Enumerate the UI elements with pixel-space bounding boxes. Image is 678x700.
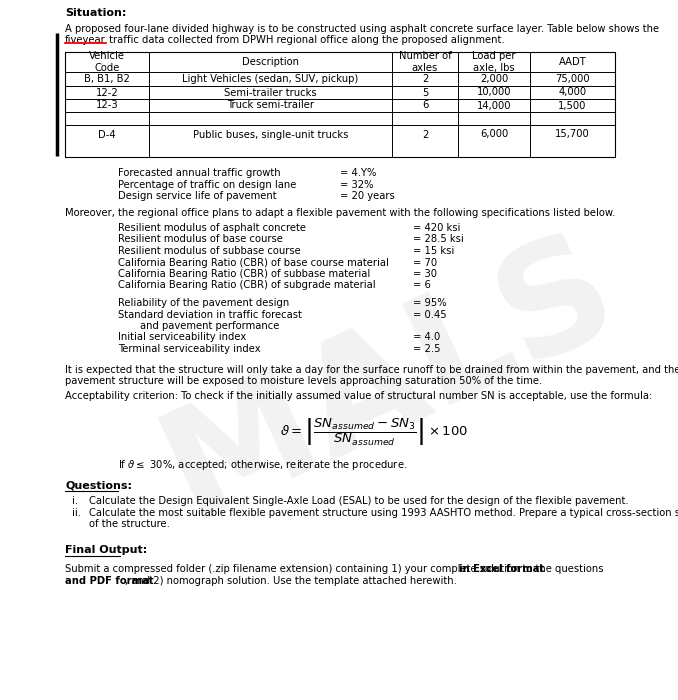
Text: fiveyear: fiveyear bbox=[65, 35, 106, 45]
Text: Initial serviceability index: Initial serviceability index bbox=[118, 332, 246, 342]
Text: Description: Description bbox=[242, 57, 299, 67]
Text: = 95%: = 95% bbox=[413, 298, 447, 308]
Text: Percentage of traffic on design lane: Percentage of traffic on design lane bbox=[118, 179, 296, 190]
Text: Number of
axles: Number of axles bbox=[399, 51, 452, 74]
Text: 2: 2 bbox=[422, 74, 428, 84]
Text: i.: i. bbox=[72, 496, 78, 506]
Text: = 32%: = 32% bbox=[340, 179, 374, 190]
Text: = 28.5 ksi: = 28.5 ksi bbox=[413, 234, 464, 244]
Text: = 0.45: = 0.45 bbox=[413, 309, 447, 319]
Text: traffic data collected from DPWH regional office along the proposed alignment.: traffic data collected from DPWH regiona… bbox=[106, 35, 504, 45]
Text: = 6: = 6 bbox=[413, 281, 431, 290]
Text: 75,000: 75,000 bbox=[555, 74, 590, 84]
Text: and pavement performance: and pavement performance bbox=[140, 321, 279, 331]
Text: pavement structure will be exposed to moisture levels approaching saturation 50%: pavement structure will be exposed to mo… bbox=[65, 377, 542, 386]
Text: = 30: = 30 bbox=[413, 269, 437, 279]
Text: If $\vartheta \leq$ 30%, accepted; otherwise, reiterate the procedure.: If $\vartheta \leq$ 30%, accepted; other… bbox=[118, 458, 407, 472]
Text: Public buses, single-unit trucks: Public buses, single-unit trucks bbox=[193, 130, 348, 139]
Text: = 4.Y%: = 4.Y% bbox=[340, 168, 376, 178]
Text: , and 2) nomograph solution. Use the template attached herewith.: , and 2) nomograph solution. Use the tem… bbox=[125, 575, 457, 585]
Text: 12-3: 12-3 bbox=[96, 101, 119, 111]
Text: AADT: AADT bbox=[559, 57, 586, 67]
Text: 15,700: 15,700 bbox=[555, 130, 590, 139]
Bar bbox=[65, 52, 615, 157]
Text: Questions:: Questions: bbox=[65, 480, 132, 490]
Text: 2: 2 bbox=[422, 130, 428, 139]
Text: and PDF format: and PDF format bbox=[65, 575, 154, 585]
Text: = 4.0: = 4.0 bbox=[413, 332, 440, 342]
Text: California Bearing Ratio (CBR) of subbase material: California Bearing Ratio (CBR) of subbas… bbox=[118, 269, 370, 279]
Text: = 70: = 70 bbox=[413, 258, 437, 267]
Text: MALS: MALS bbox=[142, 211, 638, 548]
Text: 14,000: 14,000 bbox=[477, 101, 511, 111]
Text: ii.: ii. bbox=[72, 508, 81, 517]
Text: = 2.5: = 2.5 bbox=[413, 344, 441, 354]
Text: 2,000: 2,000 bbox=[480, 74, 508, 84]
Text: Final Output:: Final Output: bbox=[65, 545, 147, 555]
Text: 10,000: 10,000 bbox=[477, 88, 511, 97]
Text: Acceptability criterion: To check if the initially assumed value of structural n: Acceptability criterion: To check if the… bbox=[65, 391, 652, 401]
Text: Reliability of the pavement design: Reliability of the pavement design bbox=[118, 298, 290, 308]
Text: Design service life of pavement: Design service life of pavement bbox=[118, 191, 277, 201]
Text: Calculate the Design Equivalent Single-Axle Load (ESAL) to be used for the desig: Calculate the Design Equivalent Single-A… bbox=[89, 496, 629, 506]
Text: Standard deviation in traffic forecast: Standard deviation in traffic forecast bbox=[118, 309, 302, 319]
Text: Vehicle
Code: Vehicle Code bbox=[89, 51, 125, 74]
Text: $\vartheta = \left|\dfrac{SN_{assumed} - SN_3}{SN_{assumed}}\right| \times 100$: $\vartheta = \left|\dfrac{SN_{assumed} -… bbox=[280, 417, 468, 448]
Text: Calculate the most suitable flexible pavement structure using 1993 AASHTO method: Calculate the most suitable flexible pav… bbox=[89, 508, 678, 517]
Text: Resilient modulus of subbase course: Resilient modulus of subbase course bbox=[118, 246, 301, 256]
Text: Resilient modulus of base course: Resilient modulus of base course bbox=[118, 234, 283, 244]
Text: Submit a compressed folder (.zip filename extension) containing 1) your complete: Submit a compressed folder (.zip filenam… bbox=[65, 564, 607, 574]
Text: A proposed four-lane divided highway is to be constructed using asphalt concrete: A proposed four-lane divided highway is … bbox=[65, 24, 659, 34]
Text: B, B1, B2: B, B1, B2 bbox=[84, 74, 130, 84]
Text: California Bearing Ratio (CBR) of base course material: California Bearing Ratio (CBR) of base c… bbox=[118, 258, 389, 267]
Text: California Bearing Ratio (CBR) of subgrade material: California Bearing Ratio (CBR) of subgra… bbox=[118, 281, 376, 290]
Text: = 420 ksi: = 420 ksi bbox=[413, 223, 460, 233]
Text: Situation:: Situation: bbox=[65, 8, 126, 18]
Text: = 15 ksi: = 15 ksi bbox=[413, 246, 454, 256]
Text: Truck semi-trailer: Truck semi-trailer bbox=[227, 101, 314, 111]
Text: 6: 6 bbox=[422, 101, 428, 111]
Text: Light Vehicles (sedan, SUV, pickup): Light Vehicles (sedan, SUV, pickup) bbox=[182, 74, 359, 84]
Text: 12-2: 12-2 bbox=[96, 88, 119, 97]
Text: 6,000: 6,000 bbox=[480, 130, 508, 139]
Text: It is expected that the structure will only take a day for the surface runoff to: It is expected that the structure will o… bbox=[65, 365, 678, 375]
Text: 4,000: 4,000 bbox=[559, 88, 586, 97]
Text: Forecasted annual traffic growth: Forecasted annual traffic growth bbox=[118, 168, 281, 178]
Text: 5: 5 bbox=[422, 88, 428, 97]
Text: Semi-trailer trucks: Semi-trailer trucks bbox=[224, 88, 317, 97]
Text: Moreover, the regional office plans to adapt a flexible pavement with the follow: Moreover, the regional office plans to a… bbox=[65, 208, 616, 218]
Text: D-4: D-4 bbox=[98, 130, 116, 139]
Text: Load per
axle, lbs: Load per axle, lbs bbox=[473, 51, 516, 74]
Text: in Excel format: in Excel format bbox=[459, 564, 544, 574]
Text: of the structure.: of the structure. bbox=[89, 519, 170, 529]
Text: 1,500: 1,500 bbox=[558, 101, 586, 111]
Text: Terminal serviceability index: Terminal serviceability index bbox=[118, 344, 260, 354]
Text: = 20 years: = 20 years bbox=[340, 191, 395, 201]
Text: Resilient modulus of asphalt concrete: Resilient modulus of asphalt concrete bbox=[118, 223, 306, 233]
